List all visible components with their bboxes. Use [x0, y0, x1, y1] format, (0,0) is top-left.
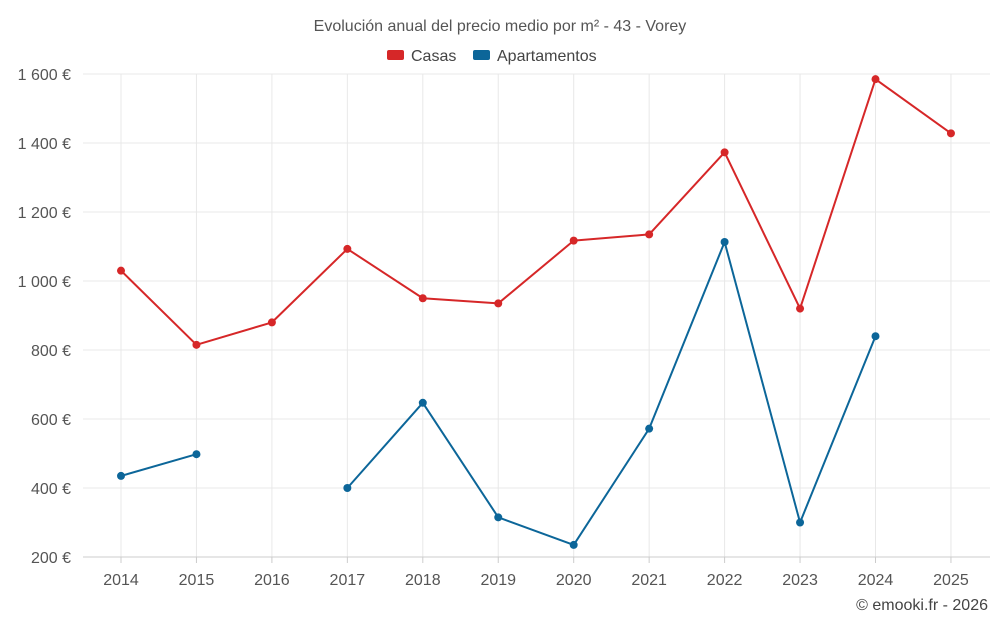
x-tick-label: 2022	[707, 572, 743, 589]
credit-text: © emooki.fr - 2026	[856, 597, 988, 614]
data-point-apartamentos[interactable]	[343, 484, 352, 492]
legend-label-apartamentos: Apartamentos	[497, 48, 597, 65]
axes: 200 € 400 € 600 € 800 € 1 000 € 1 200 € 1 400 …	[18, 67, 990, 589]
x-tick-label: 2017	[330, 572, 366, 589]
data-point-casas[interactable]	[569, 236, 578, 245]
y-tick-label: 1 000 €	[18, 274, 71, 291]
data-point-casas[interactable]	[117, 266, 125, 275]
x-tick-label: 2023	[782, 572, 818, 589]
data-point-casas[interactable]	[871, 75, 880, 84]
y-tick-label: 1 200 €	[18, 205, 71, 222]
data-point-apartamentos[interactable]	[117, 471, 125, 480]
grid	[83, 73, 990, 558]
x-tick-label: 2019	[480, 572, 516, 589]
x-tick-label: 2025	[933, 572, 969, 589]
x-tick-label: 2021	[631, 572, 667, 589]
legend-item-casas[interactable]: Casas	[387, 48, 456, 65]
data-point-apartamentos[interactable]	[720, 238, 729, 247]
data-point-casas[interactable]	[418, 294, 427, 303]
data-point-apartamentos[interactable]	[494, 513, 503, 522]
x-tick-label: 2024	[858, 572, 894, 589]
data-point-casas[interactable]	[645, 230, 654, 239]
data-point-apartamentos[interactable]	[796, 518, 805, 527]
chart-title: Evolución anual del precio medio por m² …	[314, 18, 687, 35]
series-apartamentos	[117, 238, 880, 549]
y-tick-label: 600 €	[31, 412, 71, 429]
series-casas	[117, 75, 955, 349]
data-point-casas[interactable]	[267, 318, 276, 327]
data-point-apartamentos[interactable]	[871, 332, 880, 341]
data-point-apartamentos[interactable]	[418, 398, 427, 407]
data-point-apartamentos[interactable]	[569, 540, 578, 549]
data-point-apartamentos[interactable]	[645, 424, 654, 433]
legend: Casas Apartamentos	[387, 48, 597, 65]
y-tick-label: 800 €	[31, 343, 71, 360]
x-tick-label: 2018	[405, 572, 441, 589]
legend-swatch-casas	[387, 50, 404, 60]
x-tick-label: 2014	[103, 572, 139, 589]
data-point-casas[interactable]	[946, 129, 955, 138]
x-tick-label: 2016	[254, 572, 290, 589]
series-line-apartamentos	[346, 241, 877, 546]
data-point-casas[interactable]	[494, 299, 503, 308]
data-point-casas[interactable]	[343, 244, 352, 253]
series	[117, 75, 955, 549]
x-tick-label: 2020	[556, 572, 592, 589]
y-tick-label: 1 400 €	[18, 136, 71, 153]
y-tick-label: 400 €	[31, 481, 71, 498]
data-point-casas[interactable]	[192, 340, 201, 349]
legend-item-apartamentos[interactable]: Apartamentos	[473, 48, 597, 65]
y-tick-label: 200 €	[31, 550, 71, 567]
x-tick-label: 2015	[179, 572, 215, 589]
series-line-casas	[120, 78, 952, 346]
data-point-casas[interactable]	[796, 304, 805, 313]
legend-label-casas: Casas	[411, 48, 456, 65]
data-point-apartamentos[interactable]	[192, 450, 201, 459]
series-line-apartamentos	[120, 453, 197, 477]
legend-swatch-apartamentos	[473, 50, 490, 60]
data-point-casas[interactable]	[720, 148, 729, 157]
y-tick-label: 1 600 €	[18, 67, 71, 84]
